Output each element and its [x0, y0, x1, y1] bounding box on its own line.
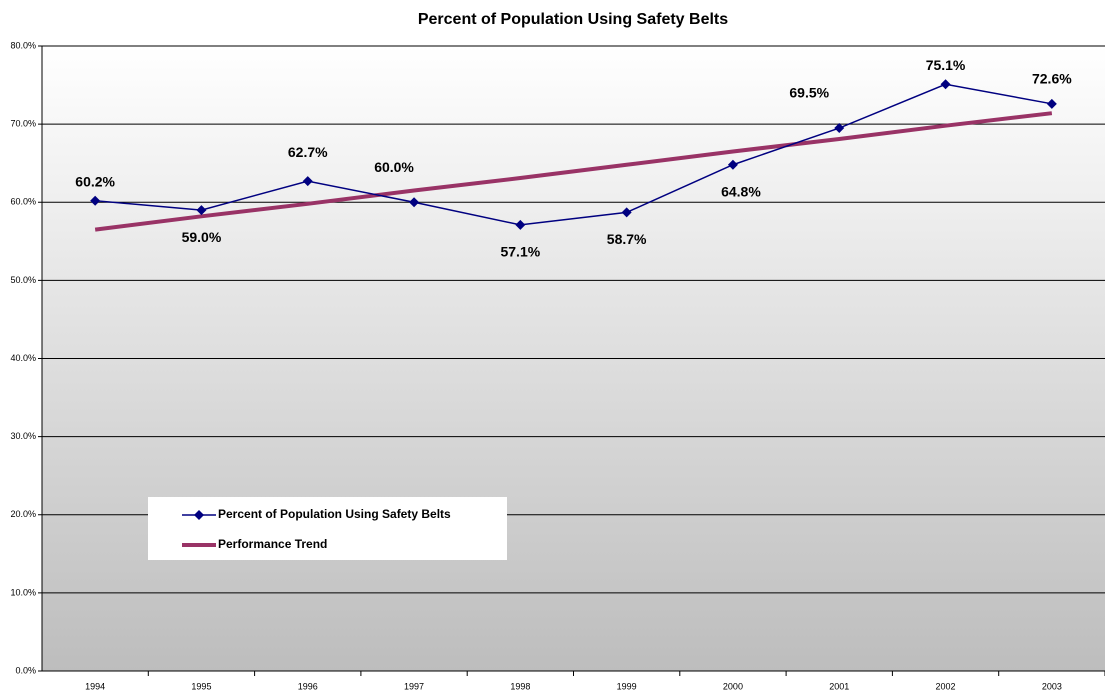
marker	[409, 197, 420, 208]
data-label: 72.6%	[1032, 71, 1072, 87]
data-label: 58.7%	[607, 231, 647, 247]
x-tick-label: 1994	[85, 681, 105, 691]
y-tick-label: 80.0%	[10, 40, 36, 50]
data-label: 69.5%	[789, 85, 829, 101]
x-tick-label: 2002	[936, 681, 956, 691]
marker	[515, 219, 526, 230]
legend-marker	[194, 510, 204, 520]
legend-label: Performance Trend	[218, 537, 327, 551]
y-tick-label: 10.0%	[10, 587, 36, 597]
x-tick-label: 2003	[1042, 681, 1062, 691]
data-label: 75.1%	[926, 57, 966, 73]
x-tick-label: 1997	[404, 681, 424, 691]
data-label: 64.8%	[721, 183, 761, 199]
marker	[90, 195, 101, 206]
marker	[302, 176, 313, 187]
chart-title: Percent of Population Using Safety Belts	[418, 11, 728, 28]
x-tick-label: 1995	[191, 681, 211, 691]
y-tick-label: 50.0%	[10, 275, 36, 285]
legend-box	[148, 497, 507, 560]
marker	[196, 205, 207, 216]
x-tick-label: 1996	[298, 681, 318, 691]
marker	[940, 79, 951, 90]
x-tick-label: 2000	[723, 681, 743, 691]
legend: Percent of Population Using Safety Belts…	[148, 497, 507, 560]
data-label: 59.0%	[182, 229, 222, 245]
trend-line	[94, 111, 1053, 232]
x-tick-label: 1999	[617, 681, 637, 691]
y-tick-label: 70.0%	[10, 119, 36, 129]
data-label: 57.1%	[500, 244, 540, 260]
y-tick-label: 60.0%	[10, 197, 36, 207]
y-tick-label: 40.0%	[10, 353, 36, 363]
marker	[1046, 98, 1057, 109]
marker	[727, 159, 738, 170]
y-tick-label: 0.0%	[15, 665, 36, 675]
x-tick-label: 1998	[510, 681, 530, 691]
x-tick-label: 2001	[829, 681, 849, 691]
y-tick-label: 30.0%	[10, 431, 36, 441]
data-label: 60.0%	[374, 159, 414, 175]
data-line	[95, 83, 1052, 226]
data-label: 62.7%	[288, 144, 328, 160]
marker	[834, 123, 845, 134]
y-tick-label: 20.0%	[10, 509, 36, 519]
legend-label: Percent of Population Using Safety Belts	[218, 507, 451, 521]
data-label: 60.2%	[75, 173, 115, 189]
marker	[621, 207, 632, 218]
